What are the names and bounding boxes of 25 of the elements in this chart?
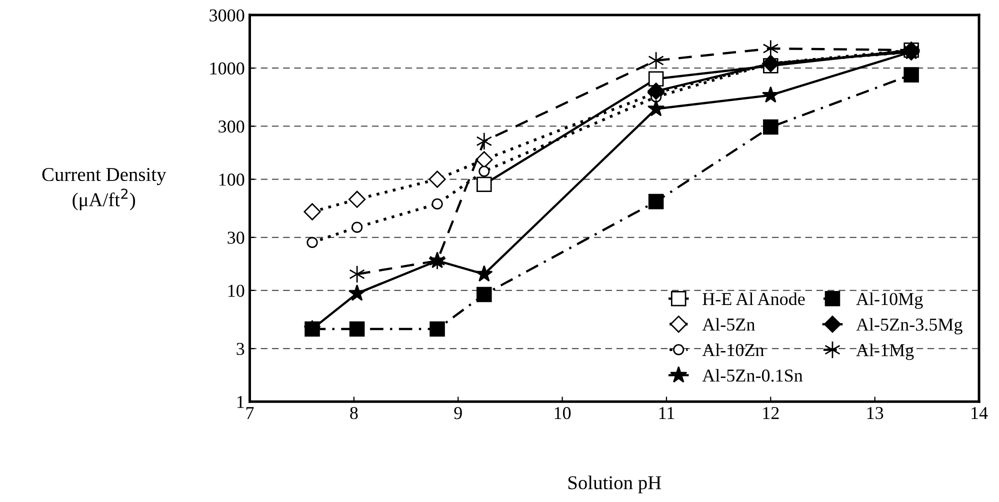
x-tick-label: 9: [454, 407, 462, 420]
x-tick-label: 12: [763, 407, 779, 419]
legend-label: Al-1Mg: [856, 344, 914, 360]
x-axis-title: Solution pH: [568, 476, 662, 494]
x-tick-label: 8: [350, 406, 358, 420]
y-tick-label: 100: [219, 174, 244, 186]
legend-label: Al-10Zn: [702, 343, 764, 356]
y-tick-label: 3: [236, 342, 244, 355]
x-tick-label: 11: [659, 407, 674, 419]
legend-label: Al-5Zn-0.1Sn: [702, 368, 803, 382]
y-tick-label: 30: [228, 232, 244, 244]
y-tick-label: 1000: [210, 62, 244, 75]
y-axis-title: Current Density (μA/ft$^{2}$): [42, 168, 166, 210]
y-tick-label: 3000: [210, 9, 244, 22]
x-tick-label: 13: [867, 407, 884, 420]
y-tick-label: 10: [228, 284, 244, 297]
legend-label: Al-5Zn-3.5Mg: [856, 318, 962, 334]
legend-label: Al-10Mg: [856, 292, 923, 309]
x-tick-label: 14: [972, 407, 988, 419]
legend-label: H-E Al Anode: [702, 292, 805, 306]
y-tick-label: 300: [218, 120, 244, 133]
legend-label: Al-5Zn: [702, 318, 755, 331]
x-tick-label: 10: [554, 406, 571, 420]
x-tick-label: 7: [246, 407, 254, 419]
y-tick-label: 1: [237, 396, 244, 408]
